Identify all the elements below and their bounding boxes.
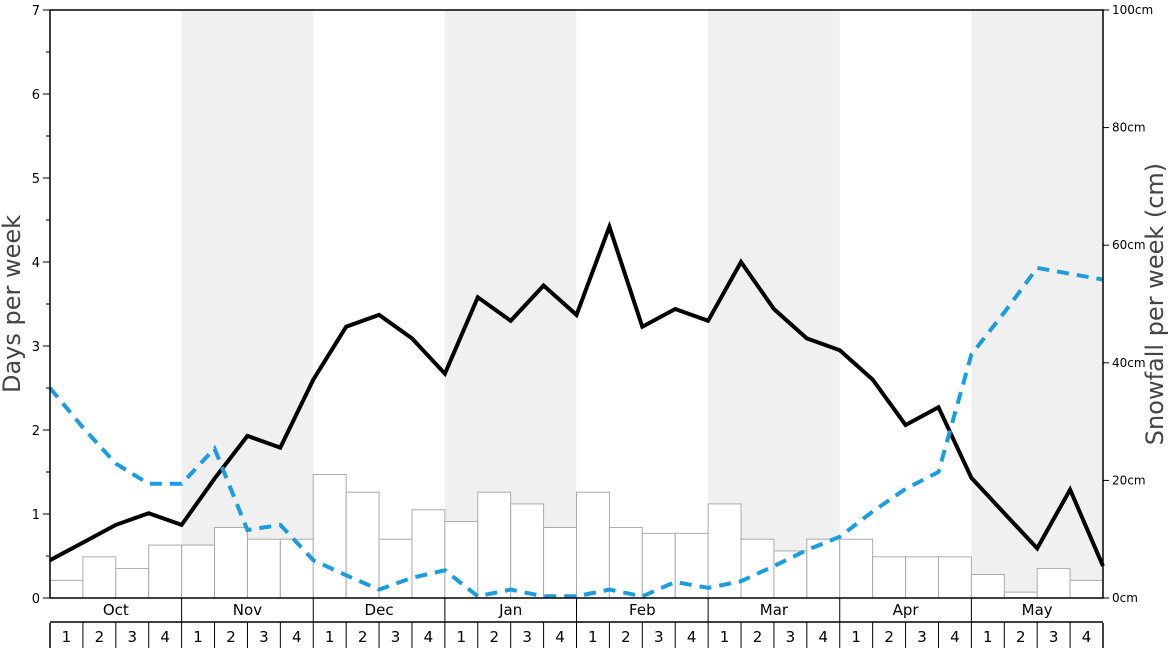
- week-label: 2: [489, 628, 499, 646]
- month-shade-band: [708, 10, 840, 598]
- left-tick-label: 5: [32, 172, 40, 187]
- snowfall-bar: [444, 521, 479, 599]
- snowfall-bar: [543, 526, 577, 599]
- week-label: 3: [259, 628, 269, 646]
- snowfall-bar: [773, 550, 808, 599]
- week-label: 2: [95, 628, 105, 646]
- snowfall-bar: [411, 509, 446, 599]
- week-label: 4: [555, 628, 565, 646]
- week-label: 3: [391, 628, 401, 646]
- solid-series-line: [49, 220, 1105, 567]
- snowfall-bars: [49, 474, 1104, 599]
- snowfall-bar: [576, 491, 610, 599]
- week-label: 2: [358, 628, 368, 646]
- week-label: 3: [522, 628, 532, 646]
- snowfall-bar: [740, 538, 775, 599]
- week-label: 2: [226, 628, 236, 646]
- week-label: 4: [160, 628, 170, 646]
- month-label: Mar: [760, 601, 789, 619]
- left-tick-label: 1: [32, 508, 40, 523]
- week-label: 4: [424, 628, 434, 646]
- week-label: 4: [950, 628, 960, 646]
- dashed-series-line: [48, 265, 1104, 599]
- week-label: 1: [720, 628, 730, 646]
- snowfall-bar: [1036, 568, 1071, 599]
- snowfall-bar: [905, 556, 939, 599]
- month-shade-band: [181, 10, 314, 598]
- snowfall-bar: [970, 573, 1005, 599]
- snowfall-bar: [477, 491, 512, 599]
- snowfall-bar: [707, 503, 742, 599]
- right-tick-label: 100cm: [1112, 3, 1153, 17]
- snowfall-bar: [608, 526, 643, 599]
- week-label: 1: [62, 628, 72, 646]
- snowfall-bar: [279, 538, 314, 599]
- right-tick-label: 20cm: [1112, 473, 1146, 487]
- left-tick-label: 2: [32, 424, 40, 439]
- week-label: 2: [884, 628, 894, 646]
- month-label: Apr: [893, 601, 920, 619]
- month-shade-band: [971, 10, 1103, 598]
- snowfall-bar: [510, 503, 545, 599]
- snowfall-bar: [641, 532, 676, 599]
- right-axis: 0cm 20cm 40cm 60cm 80cm 100cm: [1103, 3, 1153, 605]
- month-label: May: [1022, 601, 1053, 619]
- left-axis-title: Days per week: [0, 215, 26, 393]
- snowfall-bar: [872, 556, 907, 599]
- right-axis-title: Snowfall per week (cm): [1141, 163, 1168, 445]
- month-label: Nov: [233, 601, 262, 619]
- week-label: 3: [786, 628, 796, 646]
- month-label: Jan: [498, 601, 522, 619]
- left-tick-label: 0: [32, 592, 40, 607]
- month-label: Dec: [365, 601, 394, 619]
- snowfall-bar: [214, 526, 248, 599]
- snowfall-bar: [181, 544, 216, 599]
- week-label: 1: [588, 628, 598, 646]
- left-axis: 0 1 2 3 4 5 6 7: [32, 4, 50, 607]
- bottom-axis: Oct 1 2 3 4 Nov 1 2 3 4 Dec 1 2 3 4 Jan 1 2 3 4 Feb 1 2 3 4 Mar 1 2…: [49, 598, 1104, 648]
- week-label: 3: [127, 628, 137, 646]
- week-label: 2: [1016, 628, 1026, 646]
- week-label: 4: [292, 628, 302, 646]
- snowfall-bar: [246, 538, 281, 599]
- snowfall-bar: [1069, 579, 1104, 599]
- snowfall-bar: [937, 556, 972, 599]
- snowfall-bar: [49, 579, 84, 599]
- series-lines: [48, 220, 1105, 599]
- month-label: Oct: [103, 601, 129, 619]
- week-label: 1: [851, 628, 861, 646]
- week-label: 3: [917, 628, 927, 646]
- week-label: 4: [1082, 628, 1092, 646]
- right-tick-label: 40cm: [1112, 356, 1146, 370]
- right-tick-label: 80cm: [1112, 121, 1146, 135]
- week-label: 4: [687, 628, 697, 646]
- snowfall-bar: [115, 568, 150, 599]
- right-tick-label: 0cm: [1112, 591, 1138, 605]
- week-label: 1: [325, 628, 335, 646]
- snowfall-bar: [1003, 591, 1038, 599]
- week-label: 4: [819, 628, 829, 646]
- left-tick-label: 7: [32, 4, 40, 19]
- right-tick-label: 60cm: [1112, 238, 1146, 252]
- week-label: 1: [983, 628, 993, 646]
- week-label: 1: [193, 628, 203, 646]
- week-label: 3: [1049, 628, 1059, 646]
- left-tick-label: 6: [32, 88, 40, 103]
- snowfall-bar: [82, 556, 117, 599]
- left-tick-label: 3: [32, 340, 40, 355]
- week-label: 1: [457, 628, 467, 646]
- snowfall-bar: [312, 474, 347, 599]
- week-label: 2: [621, 628, 631, 646]
- month-label: Feb: [629, 601, 656, 619]
- week-label: 3: [654, 628, 664, 646]
- week-label: 2: [753, 628, 763, 646]
- left-tick-label: 4: [32, 256, 40, 271]
- snowfall-bar: [148, 544, 183, 599]
- snowfall-bar: [839, 538, 874, 599]
